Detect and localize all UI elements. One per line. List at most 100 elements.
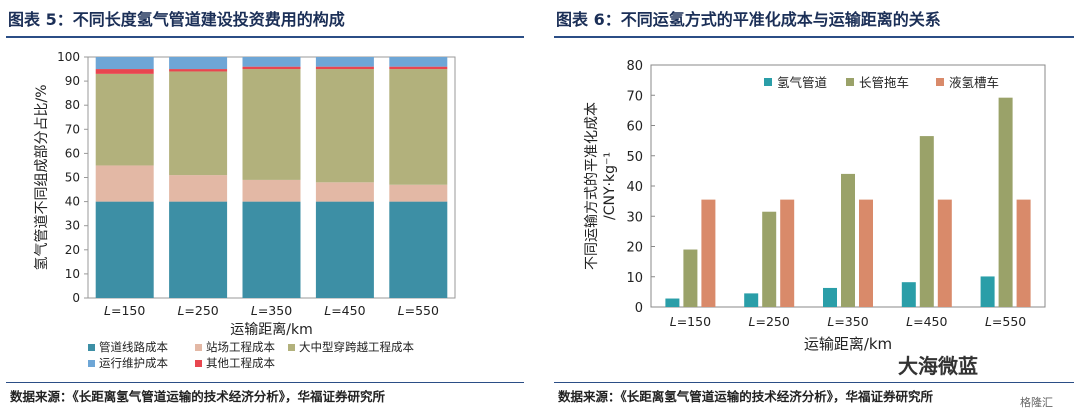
bar [937, 199, 952, 307]
right-panel: 图表 6：不同运氢方式的平准化成本与运输距离的关系 0 10 20 30 40 50 60 7… [548, 0, 1080, 411]
y-tick-label: 20 [626, 241, 643, 256]
y-tick-label: 40 [626, 180, 643, 195]
y-tick-label: 90 [65, 74, 80, 88]
levelized-cost-chart: 0 10 20 30 40 50 60 70 80 L=150 L=250 L=350 L=450 L=5… [584, 59, 1046, 353]
bar-segment [95, 201, 154, 298]
legend-swatch [764, 78, 772, 86]
bar-segment [169, 201, 228, 298]
bar-segment [389, 57, 448, 67]
bar [1016, 199, 1031, 307]
watermark-sub: 格隆汇 [1018, 394, 1055, 410]
right-bottom-rule [554, 382, 1074, 383]
x-tick-label: L=450 [324, 303, 365, 318]
y-tick-label: 40 [65, 195, 80, 209]
y-tick-label: 20 [65, 243, 80, 257]
bar [841, 173, 855, 307]
right-source-note: 数据来源：《长距离氢气管道运输的技术经济分析》，华福证券研究所 [558, 389, 934, 404]
bar [780, 199, 795, 307]
y-tick-label: 80 [65, 98, 80, 112]
right-figure-title: 图表 6：不同运氢方式的平准化成本与运输距离的关系 [556, 10, 941, 29]
bar-segment [315, 182, 374, 202]
legend-swatch [936, 78, 944, 86]
legend-swatch [88, 360, 95, 367]
y-tick-label: 70 [65, 122, 80, 136]
bar [762, 211, 777, 307]
x-tick-label: L=150 [104, 303, 145, 318]
bar [998, 97, 1013, 307]
y-axis-label: 不同运输方式的平准化成本/CNY·kg⁻¹ [584, 102, 618, 270]
bar-segment [389, 66, 448, 70]
y-tick-label: 50 [626, 150, 643, 165]
left-figure-title: 图表 5：不同长度氢气管道建设投资费用的构成 [8, 10, 345, 29]
x-axis-label: 运输距离/km [804, 335, 892, 353]
x-tick-label: L=450 [906, 314, 947, 329]
bar [901, 282, 916, 307]
bar [919, 136, 934, 307]
bar-segment [389, 184, 448, 202]
bar-segment [242, 69, 301, 180]
y-tick-label: 70 [626, 89, 643, 104]
y-tick-label: 0 [635, 301, 643, 316]
y-tick-label: 60 [626, 120, 643, 135]
bar [744, 293, 759, 307]
x-tick-label: L=550 [398, 303, 439, 318]
bar-segment [169, 71, 228, 176]
y-tick-label: 30 [626, 210, 643, 225]
bar [823, 287, 837, 307]
bar-segment [315, 69, 374, 183]
legend-label: 大中型穿跨越工程成本 [299, 340, 414, 354]
right-top-rule [554, 36, 1074, 38]
x-tick-label: L=550 [985, 314, 1026, 329]
bar-segment [95, 73, 154, 166]
legend-label: 运行维护成本 [99, 356, 168, 370]
y-tick-label: 10 [626, 271, 643, 286]
bar-segment [242, 179, 301, 202]
bar-segment [169, 57, 228, 70]
left-bottom-rule [6, 382, 524, 383]
x-axis-label: 运输距离/km [230, 321, 312, 338]
legend-swatch [846, 78, 854, 86]
bar [683, 249, 698, 307]
legend-swatch [88, 344, 95, 351]
bar [859, 199, 873, 307]
bar-segment [315, 201, 374, 298]
left-panel: 图表 5：不同长度氢气管道建设投资费用的构成 0 10 20 30 40 50 60 70 80… [0, 0, 530, 411]
legend-label: 液氢槽车 [949, 75, 999, 90]
bar-segment [389, 201, 448, 298]
bar [665, 298, 680, 307]
legend-swatch [195, 344, 202, 351]
x-tick-label: L=350 [251, 303, 292, 318]
bar-segment [95, 69, 154, 74]
bar-segment [242, 66, 301, 70]
bar-segment [169, 69, 228, 72]
y-tick-label: 100 [57, 50, 80, 64]
legend-label: 其他工程成本 [206, 356, 275, 370]
legend-label: 管道线路成本 [99, 340, 168, 354]
y-tick-label: 50 [65, 171, 80, 185]
y-axis-label: 氢气管道不同组成部分占比/% [34, 84, 50, 270]
bar-segment [315, 66, 374, 70]
x-tick-label: L=250 [177, 303, 218, 318]
bar-segment [242, 57, 301, 67]
left-top-rule [6, 36, 524, 38]
bar-segment [315, 57, 374, 67]
y-tick-label: 30 [65, 219, 80, 233]
bar-segment [95, 57, 154, 70]
legend-swatch [288, 344, 295, 351]
x-tick-label: L=150 [670, 314, 711, 329]
x-tick-label: L=350 [827, 314, 868, 329]
legend-label: 长管拖车 [859, 75, 909, 90]
bar-segment [95, 165, 154, 202]
legend-swatch [195, 360, 202, 367]
legend-label: 氢气管道 [777, 75, 828, 90]
left-source-note: 数据来源：《长距离氢气管道运输的技术经济分析》，华福证券研究所 [10, 389, 386, 404]
watermark-text: 大海微蓝 [898, 354, 978, 378]
bar-segment [242, 201, 301, 298]
x-tick-label: L=250 [749, 314, 790, 329]
y-tick-label: 80 [626, 59, 643, 74]
cost-composition-chart: 0 10 20 30 40 50 60 70 80 90 100 L=150 L=250 L=350 L=4… [34, 50, 456, 370]
y-tick-label: 10 [65, 267, 80, 281]
y-tick-label: 60 [65, 146, 80, 160]
bar [701, 199, 716, 307]
y-tick-label: 0 [72, 291, 80, 305]
